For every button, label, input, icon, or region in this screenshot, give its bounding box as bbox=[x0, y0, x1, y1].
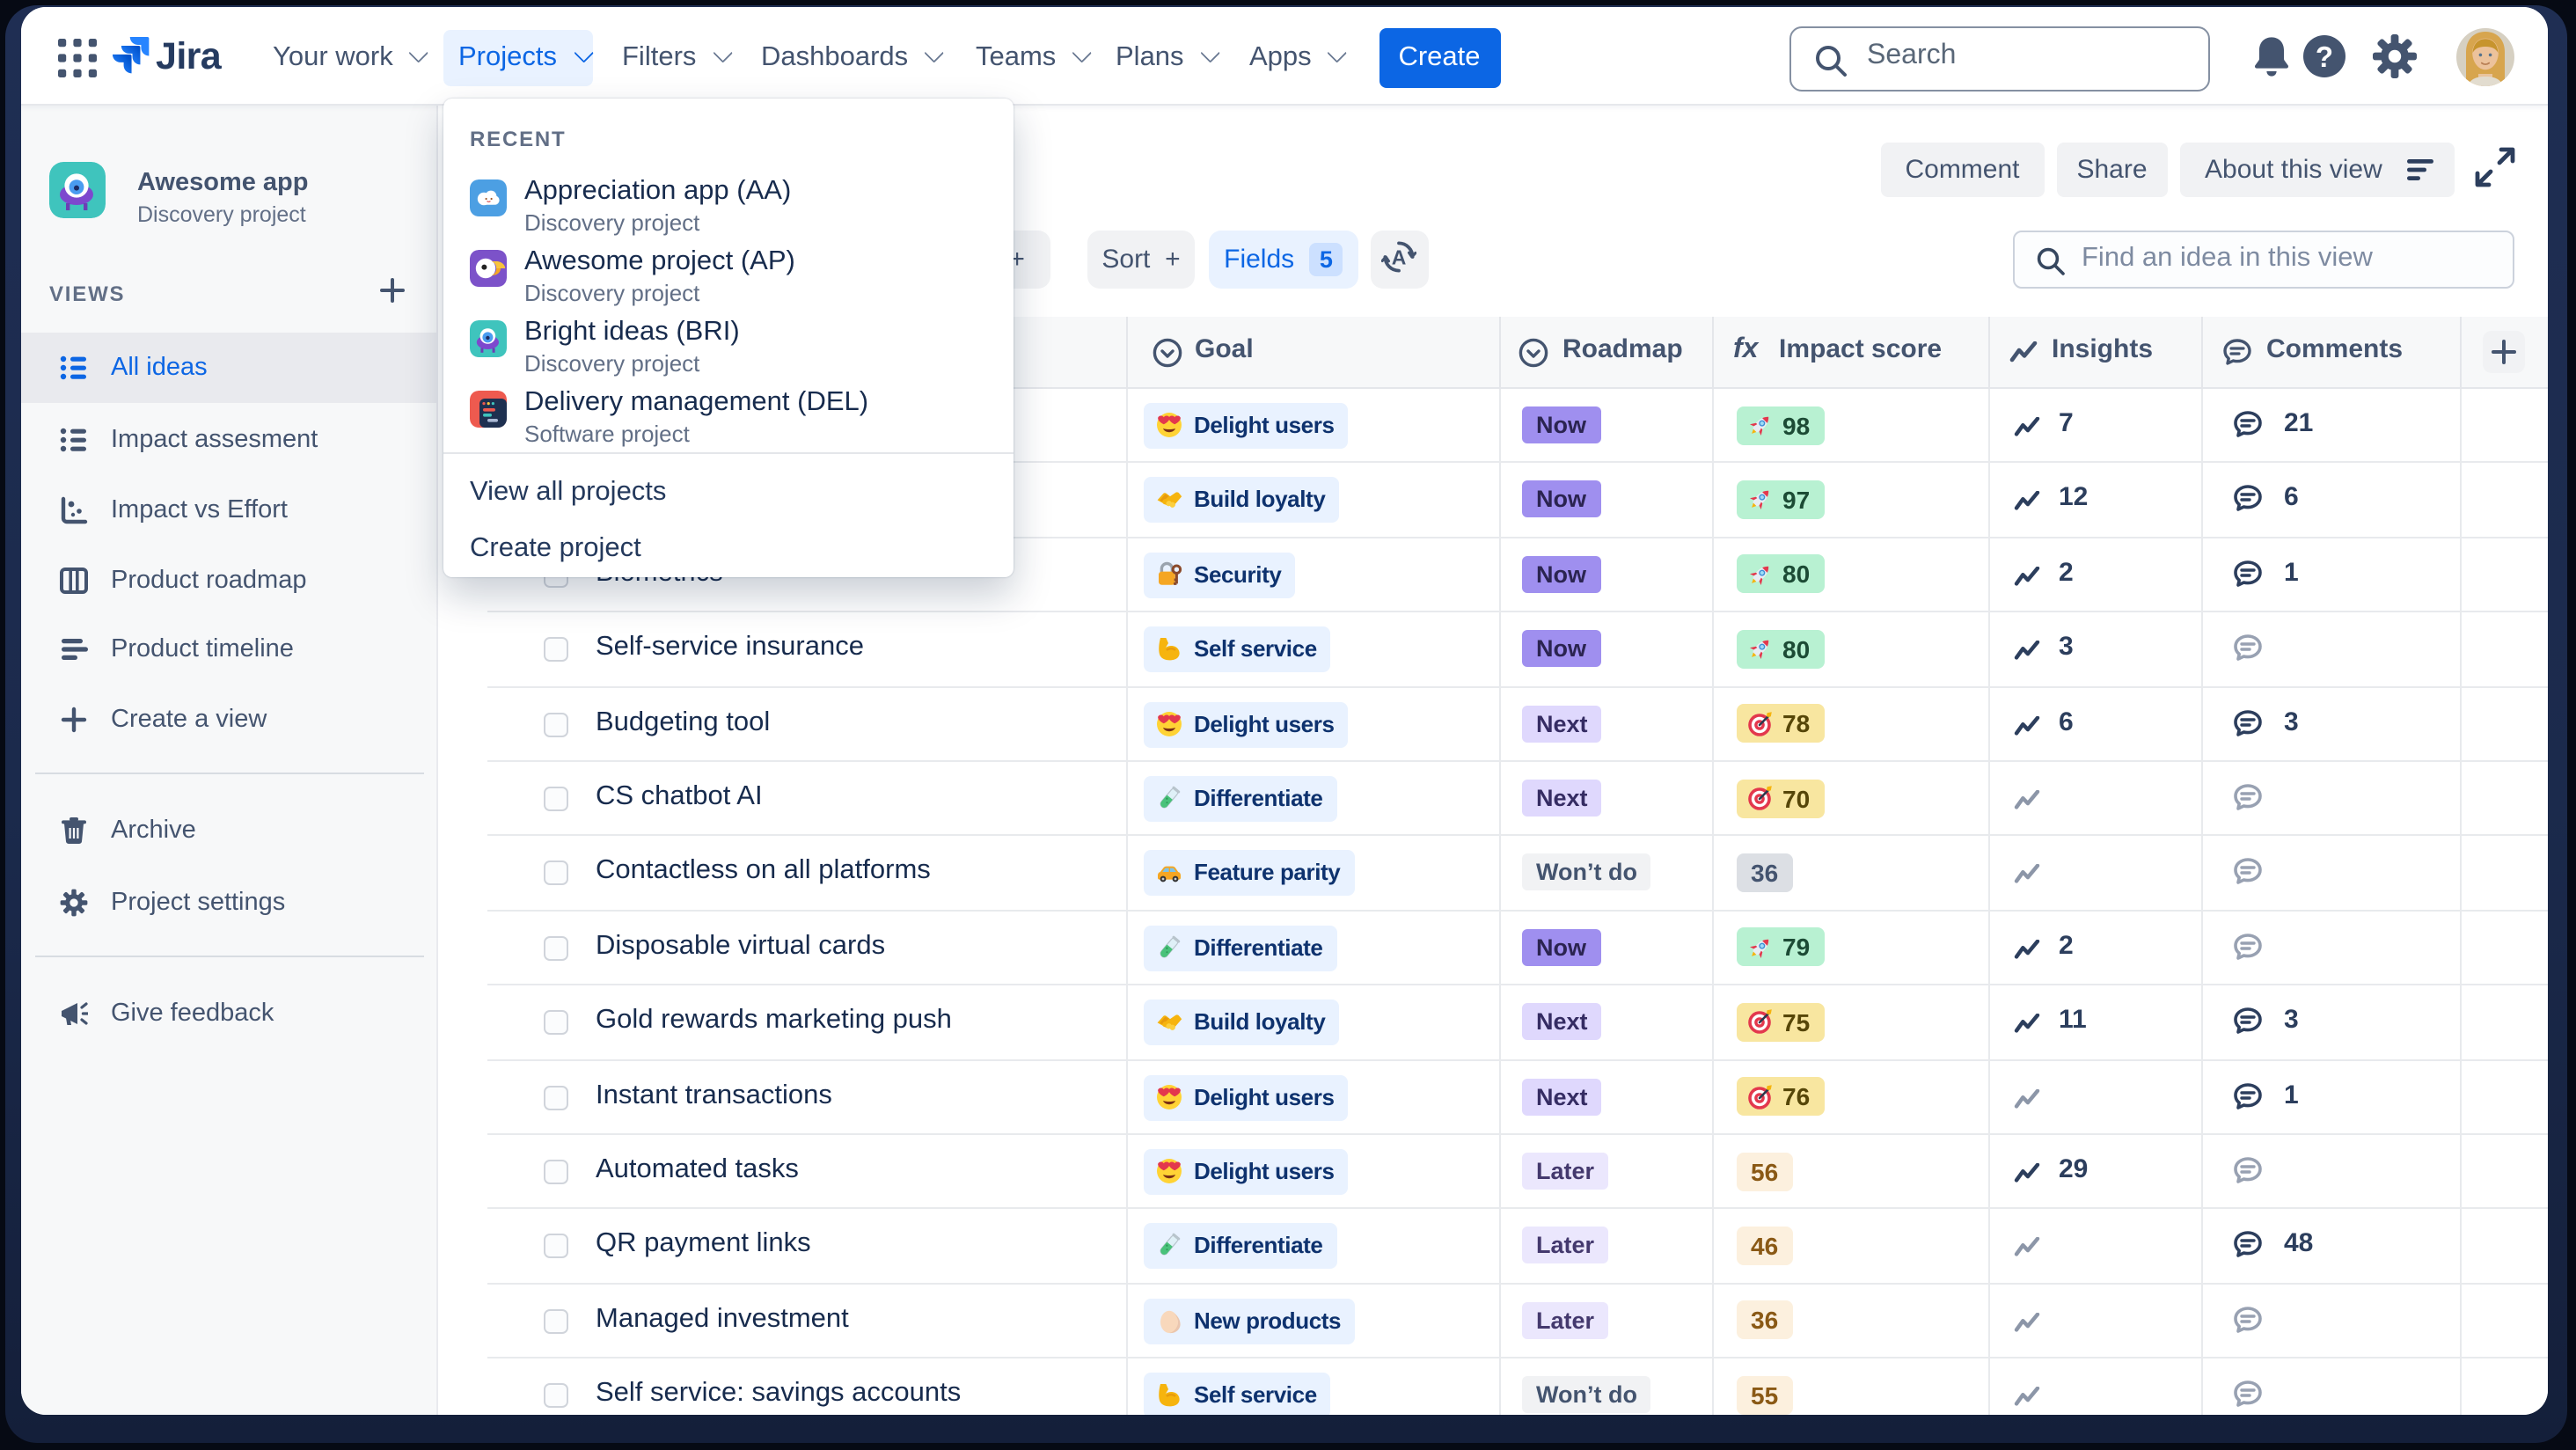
svg-text:?: ? bbox=[2316, 40, 2333, 73]
svg-text:A: A bbox=[1392, 245, 1407, 268]
